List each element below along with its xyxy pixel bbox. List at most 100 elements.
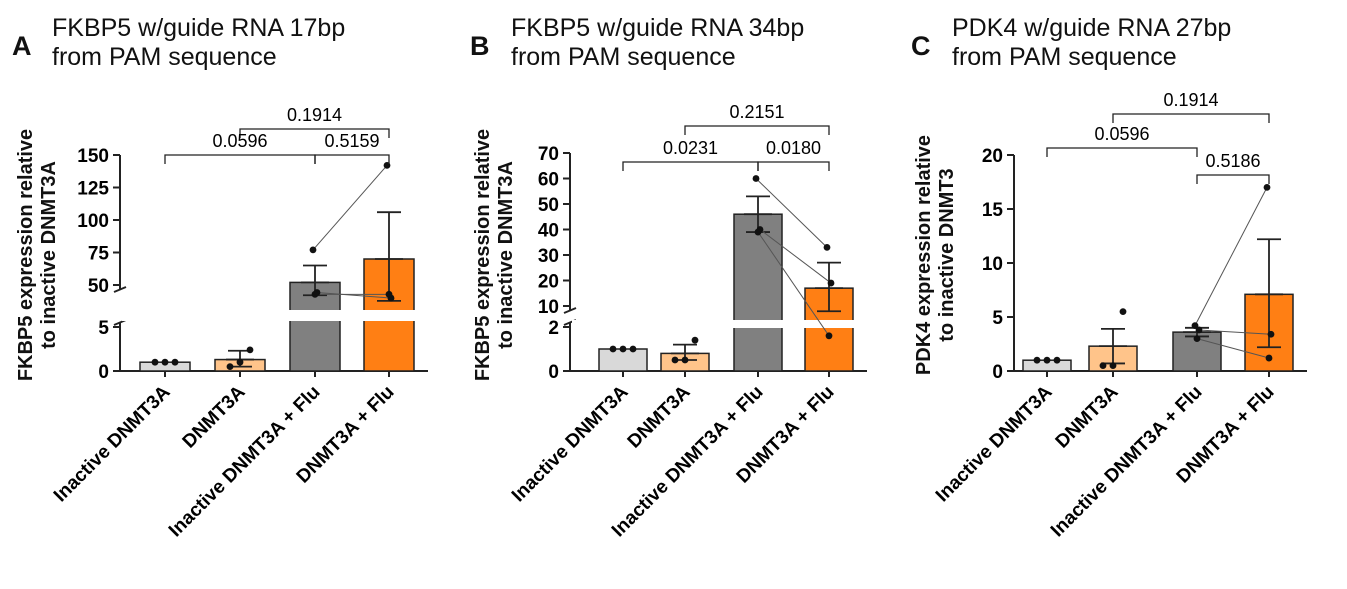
chart-title-line-2: from PAM sequence bbox=[952, 43, 1177, 71]
paired-line bbox=[759, 229, 832, 284]
chart-title-line-1: PDK4 w/guide RNA 27bp bbox=[952, 14, 1232, 42]
significance-bracket bbox=[684, 125, 830, 135]
data-point bbox=[827, 279, 835, 287]
chart-panel-b: B FKBP5 w/guide RNA 34bp from PAM sequen… bbox=[449, 0, 898, 589]
y-tick-label: 0 bbox=[98, 362, 109, 383]
y-tick-label: 10 bbox=[538, 297, 559, 318]
paired-line bbox=[755, 178, 828, 248]
data-point bbox=[171, 358, 179, 366]
data-point bbox=[246, 346, 254, 354]
p-value-label: 0.0596 bbox=[1094, 124, 1149, 144]
paired-line bbox=[316, 291, 392, 299]
data-point bbox=[1033, 356, 1041, 364]
data-point bbox=[309, 246, 317, 254]
data-point bbox=[311, 290, 319, 298]
p-value-label: 0.0596 bbox=[212, 131, 267, 151]
chart-title: PDK4 w/guide RNA 27bp from PAM sequence bbox=[952, 14, 1231, 72]
data-point bbox=[825, 332, 833, 340]
p-value-label: 0.5159 bbox=[324, 131, 379, 151]
data-point bbox=[1193, 335, 1201, 342]
data-point bbox=[1195, 326, 1203, 334]
data-point bbox=[1099, 362, 1107, 369]
bar bbox=[733, 213, 783, 372]
y-tick-label: 5 bbox=[98, 318, 109, 339]
y-tick-label: 50 bbox=[88, 276, 109, 297]
paired-line bbox=[312, 165, 388, 251]
p-value-label: 0.0180 bbox=[766, 138, 821, 158]
data-point bbox=[1119, 308, 1127, 315]
panel-letter: B bbox=[470, 31, 490, 61]
significance-bracket bbox=[314, 154, 390, 164]
y-tick-label: 0 bbox=[548, 362, 559, 383]
data-point bbox=[609, 345, 617, 353]
paired-line bbox=[1198, 329, 1272, 335]
y-tick-label: 10 bbox=[982, 254, 1003, 275]
y-tick-label: 0 bbox=[992, 362, 1003, 383]
y-tick-label: 5 bbox=[992, 308, 1003, 329]
axis-break-band bbox=[572, 320, 869, 328]
data-point bbox=[385, 290, 393, 298]
chart-plot: 0 210 20 30 40 50 60 70 0.2151 0.0231 0.0180 Inacti… bbox=[508, 102, 869, 541]
chart-title-line-1: FKBP5 w/guide RNA 34bp bbox=[511, 14, 805, 42]
y-tick-label: 30 bbox=[538, 246, 559, 267]
paired-line bbox=[757, 231, 830, 337]
data-point bbox=[629, 345, 637, 353]
data-point bbox=[1109, 362, 1117, 369]
chart-plot: 0 5 10 15 20 0.1914 0.0596 0.5186 Inactive DNMT3… bbox=[932, 90, 1307, 541]
x-tick-label: Inactive DNMT3A bbox=[508, 381, 633, 506]
x-tick-label: DNMT3A bbox=[1052, 381, 1123, 452]
y-tick-label: 150 bbox=[77, 146, 109, 167]
p-value-label: 0.1914 bbox=[287, 105, 342, 125]
chart-title-line-1: FKBP5 w/guide RNA 17bp bbox=[52, 14, 346, 42]
data-point bbox=[1263, 184, 1271, 191]
p-value-label: 0.5186 bbox=[1205, 151, 1260, 171]
panel-letter: C bbox=[911, 31, 931, 61]
significance-bracket bbox=[239, 128, 390, 138]
data-point bbox=[754, 228, 762, 236]
data-point bbox=[1191, 322, 1199, 330]
y-tick-label: 70 bbox=[538, 144, 559, 165]
y-tick-label: 20 bbox=[538, 272, 559, 293]
x-tick-label: Inactive DNMT3A bbox=[932, 381, 1057, 506]
chart-title-line-2: from PAM sequence bbox=[511, 43, 736, 71]
data-point bbox=[226, 363, 234, 370]
data-point bbox=[1053, 356, 1061, 364]
x-tick-label: Inactive DNMT3A + Flu bbox=[165, 382, 325, 542]
y-tick-label: 60 bbox=[538, 170, 559, 191]
significance-bracket bbox=[1046, 147, 1198, 157]
y-tick-label: 50 bbox=[538, 195, 559, 216]
chart-panel-c: C PDK4 w/guide RNA 27bp from PAM sequenc… bbox=[898, 0, 1347, 589]
chart-title-line-2: from PAM sequence bbox=[52, 43, 277, 71]
data-point bbox=[671, 356, 679, 364]
y-tick-label: 40 bbox=[538, 221, 559, 242]
chart-plot: 0 5 50 75 100 125 150 0.1914 0.0596 0.5159 Inactiv… bbox=[50, 105, 430, 542]
axis-break-mark bbox=[563, 307, 577, 314]
paired-line bbox=[1194, 187, 1268, 326]
significance-bracket bbox=[1112, 113, 1270, 123]
data-point bbox=[151, 358, 159, 366]
data-point bbox=[1267, 330, 1275, 338]
chart-title: FKBP5 w/guide RNA 34bp from PAM sequence bbox=[511, 14, 804, 72]
significance-bracket bbox=[164, 154, 316, 164]
y-tick-label: 100 bbox=[77, 211, 109, 232]
significance-bracket bbox=[757, 161, 830, 171]
x-tick-label: DNMT3A bbox=[179, 381, 250, 452]
data-point bbox=[236, 358, 244, 366]
y-tick-label: 20 bbox=[982, 146, 1003, 167]
data-point bbox=[1043, 356, 1051, 364]
p-value-label: 0.1914 bbox=[1163, 90, 1218, 110]
paired-line bbox=[1196, 338, 1270, 359]
axis-break-mark bbox=[113, 286, 127, 293]
data-point bbox=[161, 358, 169, 366]
y-tick-label: 125 bbox=[77, 179, 109, 200]
x-tick-label: DNMT3A bbox=[624, 381, 695, 452]
significance-bracket bbox=[1196, 174, 1270, 184]
data-point bbox=[681, 356, 689, 364]
data-point bbox=[823, 243, 831, 251]
p-value-label: 0.2151 bbox=[729, 102, 784, 122]
significance-bracket bbox=[622, 161, 759, 171]
chart-title: FKBP5 w/guide RNA 17bp from PAM sequence bbox=[52, 14, 345, 72]
data-point bbox=[1265, 354, 1273, 362]
data-point bbox=[691, 336, 699, 344]
data-point bbox=[752, 175, 760, 182]
